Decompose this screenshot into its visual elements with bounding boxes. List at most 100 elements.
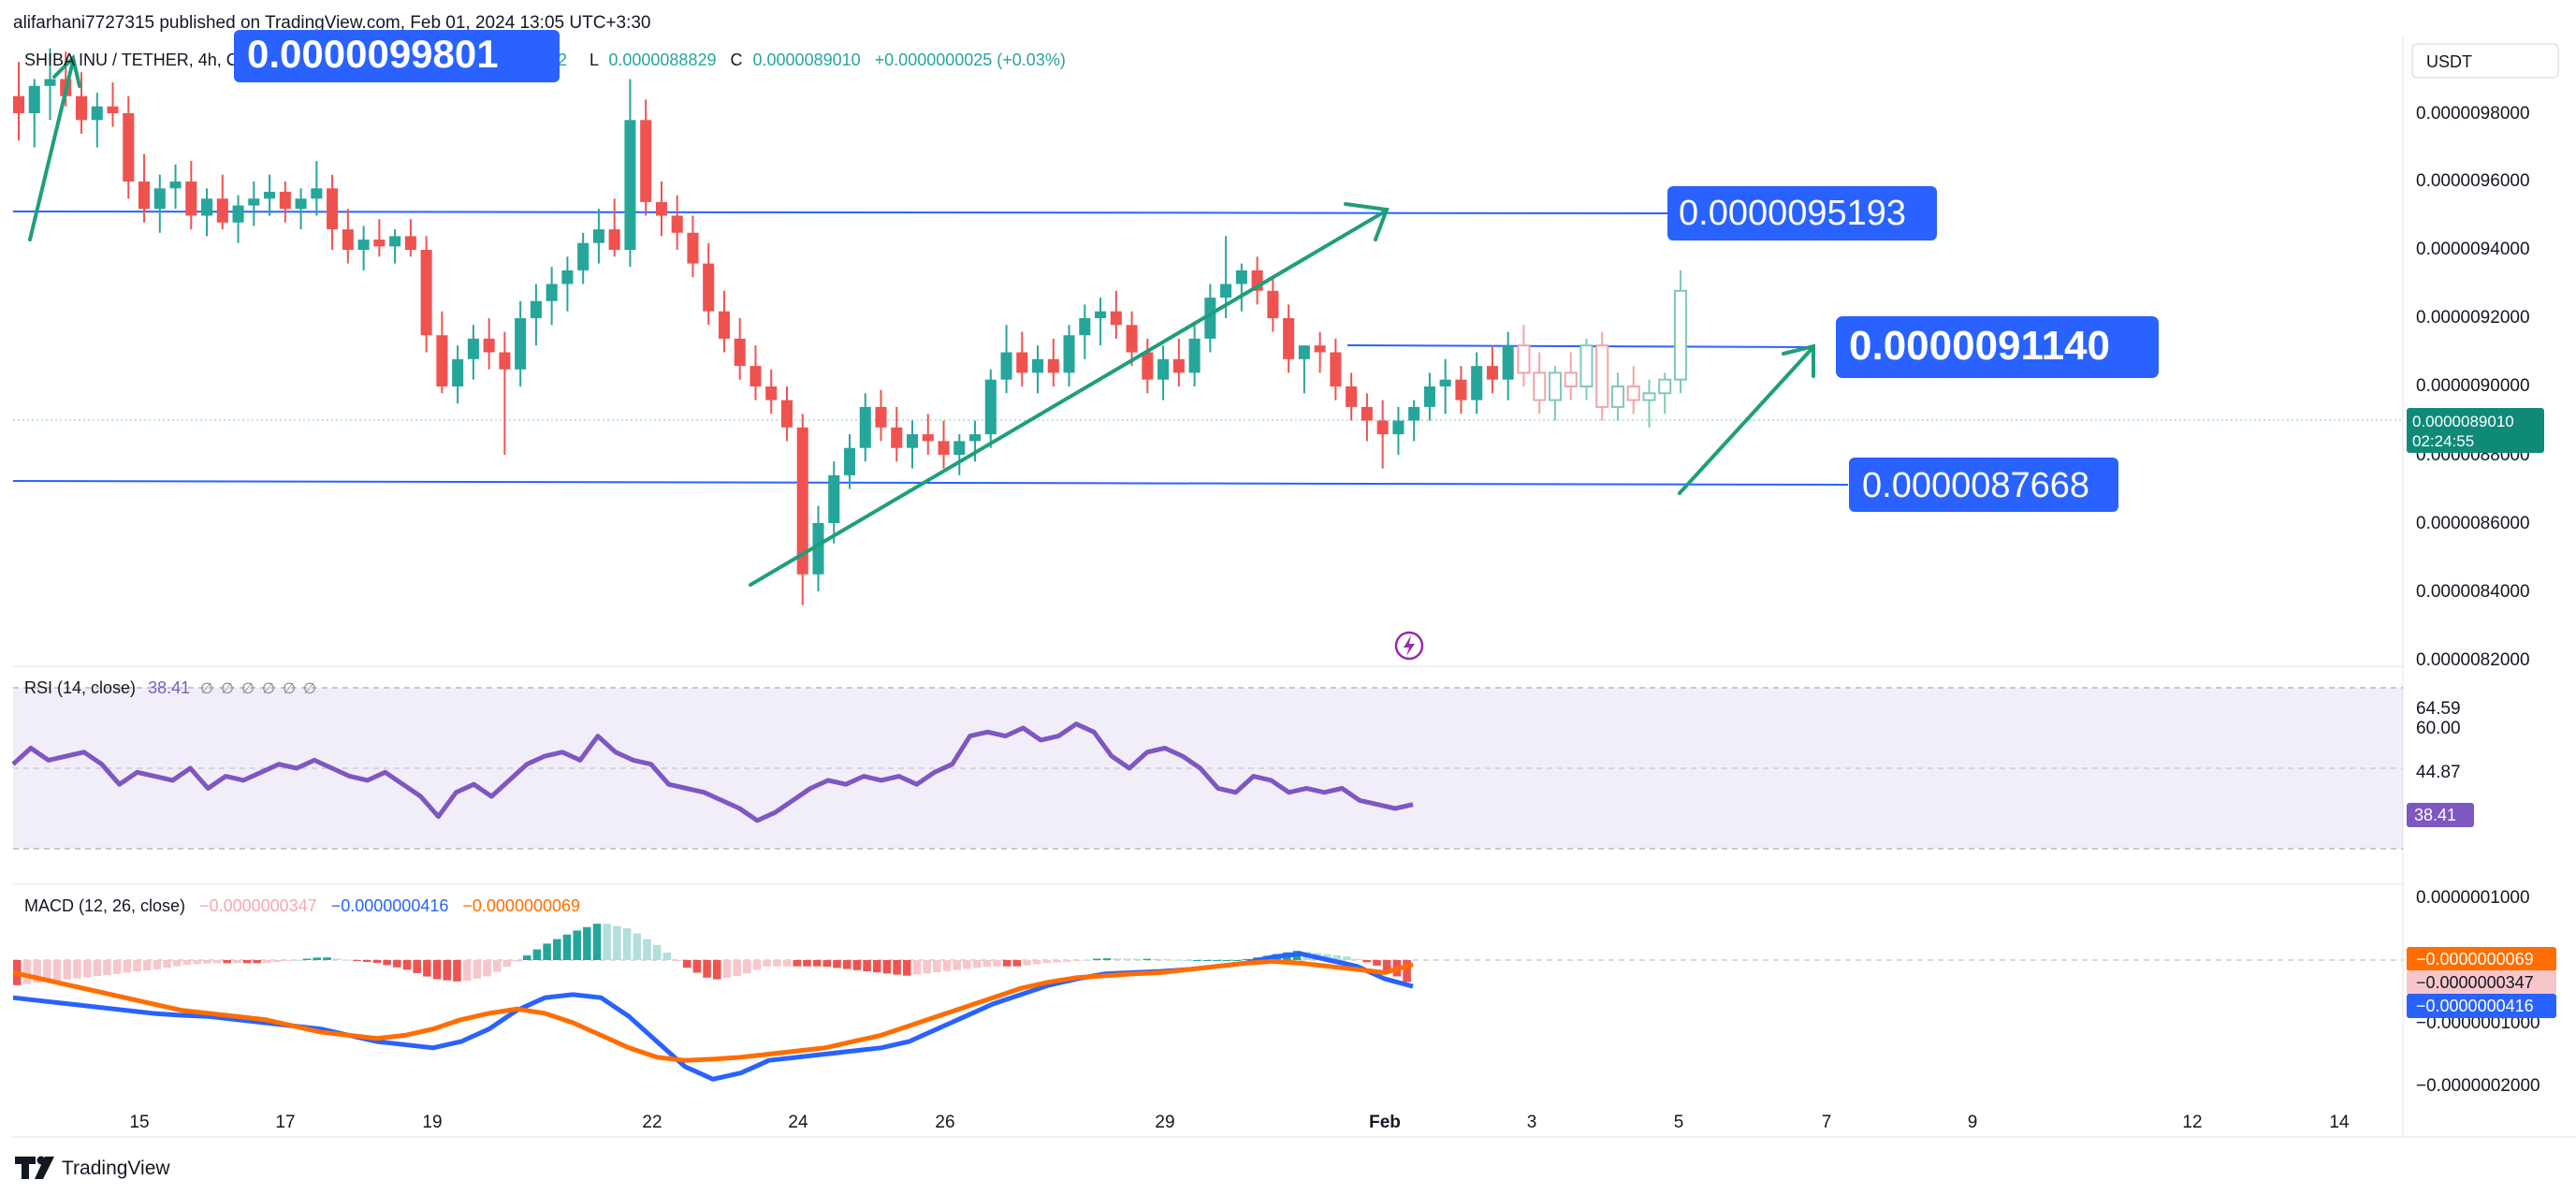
candle-body xyxy=(922,434,934,442)
trend-arrow-3[interactable] xyxy=(1678,343,1815,495)
macd-hist-bar xyxy=(1222,960,1231,961)
options-icon[interactable]: ∅ xyxy=(262,681,275,697)
lightning-icon[interactable] xyxy=(1394,631,1424,661)
resistance-price-label[interactable]: 0.0000095193 xyxy=(1667,186,1937,240)
tradingview-logo[interactable]: TradingView xyxy=(15,1156,170,1180)
candle-body xyxy=(1063,335,1075,373)
price-axis[interactable]: 0.0000098000 0.0000096000 0.0000094000 0.00… xyxy=(2416,104,2530,670)
candle-body xyxy=(828,474,840,523)
candle-body xyxy=(123,113,135,182)
macd-hist-bar xyxy=(543,943,551,960)
macd-hist-bar xyxy=(1012,960,1022,967)
candle-body xyxy=(467,338,479,359)
top-overlay-badge[interactable]: 0.0000099801 xyxy=(234,30,560,82)
macd-hist-bar xyxy=(413,960,421,973)
macd-hist-bar xyxy=(502,960,512,968)
macd-hist-bar xyxy=(1362,960,1372,963)
macd-hist-bar xyxy=(203,960,211,964)
time-tick: 17 xyxy=(275,1113,295,1132)
macd-hist-bar xyxy=(223,960,231,964)
macd-hist-bar xyxy=(313,957,322,960)
candle-body xyxy=(75,95,88,121)
macd-hist-bar xyxy=(953,960,962,970)
price-tick: 0.0000098000 xyxy=(2416,104,2530,124)
macd-tick: −0.0000001000 xyxy=(2416,1013,2540,1033)
macd-hist-bar xyxy=(63,960,71,980)
candle-body xyxy=(1392,420,1404,435)
mid-price-label[interactable]: 0.0000091140 xyxy=(1836,316,2159,378)
price-tick: 0.0000094000 xyxy=(2416,240,2530,259)
macd-hist-bar xyxy=(893,960,901,975)
candle-body xyxy=(91,106,103,121)
candle-body xyxy=(1502,345,1514,380)
macd-hist-bar xyxy=(1322,954,1332,960)
options-icon[interactable]: ∅ xyxy=(303,681,316,697)
options-icon[interactable]: ∅ xyxy=(283,681,296,697)
current-price-text: 0.0000089010 xyxy=(2412,413,2514,430)
close-label: C xyxy=(731,51,743,69)
candle-body xyxy=(1314,345,1326,353)
candle-body xyxy=(796,427,808,575)
price-tick: 0.0000096000 xyxy=(2416,171,2530,191)
candle-body xyxy=(169,182,182,189)
macd-axis[interactable]: 0.0000001000 −0.0000001000 −0.0000002000 xyxy=(2416,888,2540,1096)
macd-hist-bar xyxy=(622,928,632,960)
macd-hist-bar xyxy=(703,960,711,978)
macd-hist-bar xyxy=(1023,960,1031,966)
rsi-label: RSI (14, close) 38.41 xyxy=(24,678,190,697)
macd-hist-bar xyxy=(912,960,922,975)
candle-body xyxy=(1361,406,1373,421)
macd-hist-bar xyxy=(293,959,301,961)
time-tick: 22 xyxy=(642,1113,662,1132)
time-axis[interactable]: 15 17 19 22 24 26 29 Feb 3 5 7 9 12 14 xyxy=(129,1113,2350,1132)
resistance-line[interactable] xyxy=(12,211,1668,214)
candle-body xyxy=(342,229,354,250)
macd-hist-bar xyxy=(842,960,851,969)
hist-badge-text: −0.0000000347 xyxy=(2416,973,2534,992)
support-line[interactable] xyxy=(12,480,1849,486)
macd-hist-bar xyxy=(263,960,271,964)
candle-body xyxy=(1579,344,1594,388)
candle-body xyxy=(671,215,683,233)
time-tick: 3 xyxy=(1527,1113,1537,1132)
macd-tick: 0.0000001000 xyxy=(2416,888,2530,908)
candle-body xyxy=(1047,358,1059,373)
candle-body xyxy=(1283,318,1295,359)
options-icon[interactable]: ∅ xyxy=(221,681,234,697)
support-price-label[interactable]: 0.0000087668 xyxy=(1849,458,2118,512)
candle-body xyxy=(938,441,950,455)
candle-body xyxy=(640,120,652,202)
macd-hist-bar xyxy=(483,960,491,977)
price-tick: 0.0000084000 xyxy=(2416,582,2530,602)
candle-body xyxy=(1595,344,1609,408)
candle-body xyxy=(875,406,887,428)
candle-body xyxy=(718,311,730,339)
candle-body xyxy=(1486,366,1498,380)
macd-hist-bar xyxy=(982,960,992,968)
macd-hist-bar xyxy=(882,960,892,974)
currency-button[interactable]: USDT xyxy=(2411,43,2559,79)
macd-hist-bar xyxy=(1183,960,1191,961)
trend-arrow-2[interactable] xyxy=(749,202,1390,587)
macd-hist-bar xyxy=(1002,960,1011,967)
time-tick: 9 xyxy=(1968,1113,1978,1132)
macd-hist-bar xyxy=(752,960,762,970)
low-value: 0.0000088829 xyxy=(608,51,716,69)
macd-hist-bar xyxy=(933,960,941,973)
candle-body xyxy=(655,201,667,216)
candle-body xyxy=(1000,352,1012,380)
macd-hist-bar xyxy=(212,960,222,964)
macd-hist-bar xyxy=(453,960,461,982)
trend-arrow-1[interactable] xyxy=(28,54,81,241)
candle-body xyxy=(153,188,166,210)
rsi-line xyxy=(11,721,1414,823)
options-icon[interactable]: ∅ xyxy=(241,681,255,697)
macd-hist-bar xyxy=(492,960,502,972)
options-icon[interactable]: ∅ xyxy=(200,681,213,697)
time-tick: 14 xyxy=(2329,1113,2350,1132)
rsi-options-icons[interactable]: ∅ ∅ ∅ ∅ ∅ ∅ xyxy=(200,681,316,697)
macd-badges: −0.0000000069 −0.0000000347 −0.000000041… xyxy=(2407,947,2556,1018)
candle-body xyxy=(546,284,558,301)
candle-body xyxy=(1408,406,1420,421)
